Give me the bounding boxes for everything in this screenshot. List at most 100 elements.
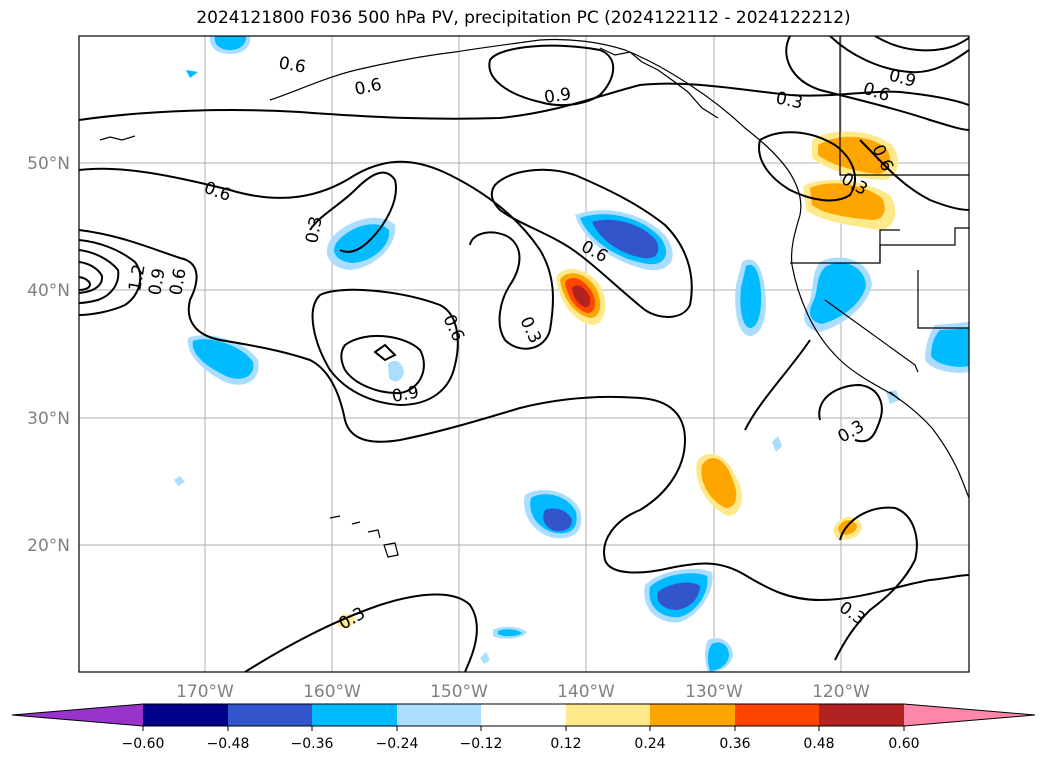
shade-negative-region	[592, 219, 659, 259]
coastline	[790, 227, 969, 264]
colorbar-tick-label: 0.48	[803, 736, 834, 752]
colorbar-tick-label: 0.12	[550, 736, 581, 752]
colorbar-tick-label: 0.24	[634, 736, 665, 752]
coastline	[824, 299, 919, 373]
pv-contour	[79, 82, 969, 121]
colorbar-tick-label: −0.24	[376, 736, 419, 752]
contour-label: 0.6	[277, 53, 307, 77]
coastline	[367, 529, 381, 539]
pv-contour	[373, 343, 397, 362]
colorbar-tick-label: −0.60	[122, 736, 165, 752]
longitude-labels: 170°W 160°W 150°W 140°W 130°W 120°W	[176, 682, 870, 702]
colorbar-extend-left	[12, 704, 143, 726]
contour-label: 0.6	[166, 267, 190, 297]
coastline	[351, 521, 361, 525]
lat-label: 20°N	[27, 536, 70, 556]
shade-positive-region	[338, 614, 355, 628]
colorbar-extend-right	[904, 704, 1035, 726]
colorbar-segment	[650, 704, 735, 726]
pv-contour	[79, 276, 92, 291]
colorbar-tick-label: 0.36	[719, 736, 750, 752]
coastline	[839, 36, 969, 176]
colorbar-segment	[143, 704, 228, 726]
pv-contour	[834, 506, 918, 661]
map-panel: 0.6 0.6 0.9 0.3 0.9 0.6 0.6 0.6 0.3 0.6 …	[78, 35, 970, 673]
pv-contour	[490, 168, 693, 318]
map-frame	[78, 35, 970, 673]
coastline	[599, 47, 719, 119]
lon-label: 120°W	[812, 682, 870, 702]
coastline	[889, 391, 901, 401]
shade-negative-region	[214, 36, 247, 50]
contour-label: 0.9	[145, 267, 169, 297]
lat-label: 50°N	[27, 154, 70, 174]
shade-negative-region	[931, 328, 969, 367]
contour-label: 1.2	[125, 263, 149, 293]
precipitation-shading	[174, 36, 969, 672]
coastline	[383, 542, 399, 558]
shade-negative-region	[740, 264, 762, 328]
shade-negative-region	[480, 652, 490, 664]
lon-label: 170°W	[176, 682, 234, 702]
colorbar-segment	[819, 704, 904, 726]
pv-contour	[244, 593, 478, 672]
shade-negative-region	[810, 262, 866, 324]
shade-negative-region	[772, 436, 782, 452]
colorbar-segment	[566, 704, 650, 726]
shade-negative-region	[174, 476, 185, 486]
contour-label: 0.9	[390, 383, 420, 407]
pv-contour	[309, 171, 397, 253]
shade-negative-region	[707, 642, 729, 671]
pv-contours	[79, 36, 969, 672]
shade-positive-region	[810, 183, 885, 220]
shade-negative-region	[498, 629, 522, 637]
coastline	[99, 135, 136, 141]
colorbar-tick-label: 0.60	[888, 736, 919, 752]
pv-contour	[79, 239, 142, 316]
pv-contour	[744, 339, 811, 431]
shade-positive-region	[701, 458, 737, 508]
colorbar-tick-label: −0.36	[291, 736, 334, 752]
coastline	[917, 270, 969, 329]
pv-contour	[79, 160, 554, 350]
coastline	[269, 38, 969, 499]
lon-label: 140°W	[557, 682, 615, 702]
shade-negative-region	[657, 582, 700, 610]
pv-contour	[874, 36, 969, 52]
colorbar-tick-label: −0.48	[207, 736, 250, 752]
pv-contour	[785, 36, 969, 131]
lon-label: 160°W	[303, 682, 361, 702]
pv-contour	[79, 229, 969, 602]
pv-contour	[859, 139, 969, 211]
shade-negative-region	[388, 360, 404, 382]
pv-contour	[79, 261, 104, 294]
contour-label: 0.3	[302, 215, 326, 245]
colorbar-segment	[481, 704, 566, 726]
pv-contour	[818, 383, 883, 443]
shade-negative-region	[192, 339, 254, 379]
pv-contour	[79, 249, 120, 304]
contour-label: 0.9	[543, 84, 573, 108]
coastline	[329, 515, 341, 519]
map-title: 2024121800 F036 500 hPa PV, precipitatio…	[196, 8, 851, 28]
colorbar-segment	[735, 704, 819, 726]
colorbar: −0.60 −0.48 −0.36 −0.24 −0.12 0.12 0.24 …	[11, 703, 1036, 752]
colorbar-segment	[312, 704, 397, 726]
colorbar-tick-label: −0.12	[460, 736, 503, 752]
colorbar-segment	[228, 704, 312, 726]
pv-contour	[488, 44, 615, 107]
pv-contour	[758, 131, 856, 202]
coastlines	[99, 36, 969, 558]
shade-negative-region	[543, 508, 572, 532]
shade-negative-region	[186, 70, 198, 78]
colorbar-segment	[397, 704, 481, 726]
latitude-labels: 50°N 40°N 30°N 20°N	[27, 154, 70, 556]
pv-contour	[340, 334, 425, 395]
colorbar-ticks	[142, 726, 905, 731]
coastline	[879, 229, 900, 263]
pv-contour	[829, 36, 969, 74]
lon-label: 150°W	[430, 682, 488, 702]
pv-contour	[311, 288, 459, 407]
lat-label: 40°N	[27, 281, 70, 301]
